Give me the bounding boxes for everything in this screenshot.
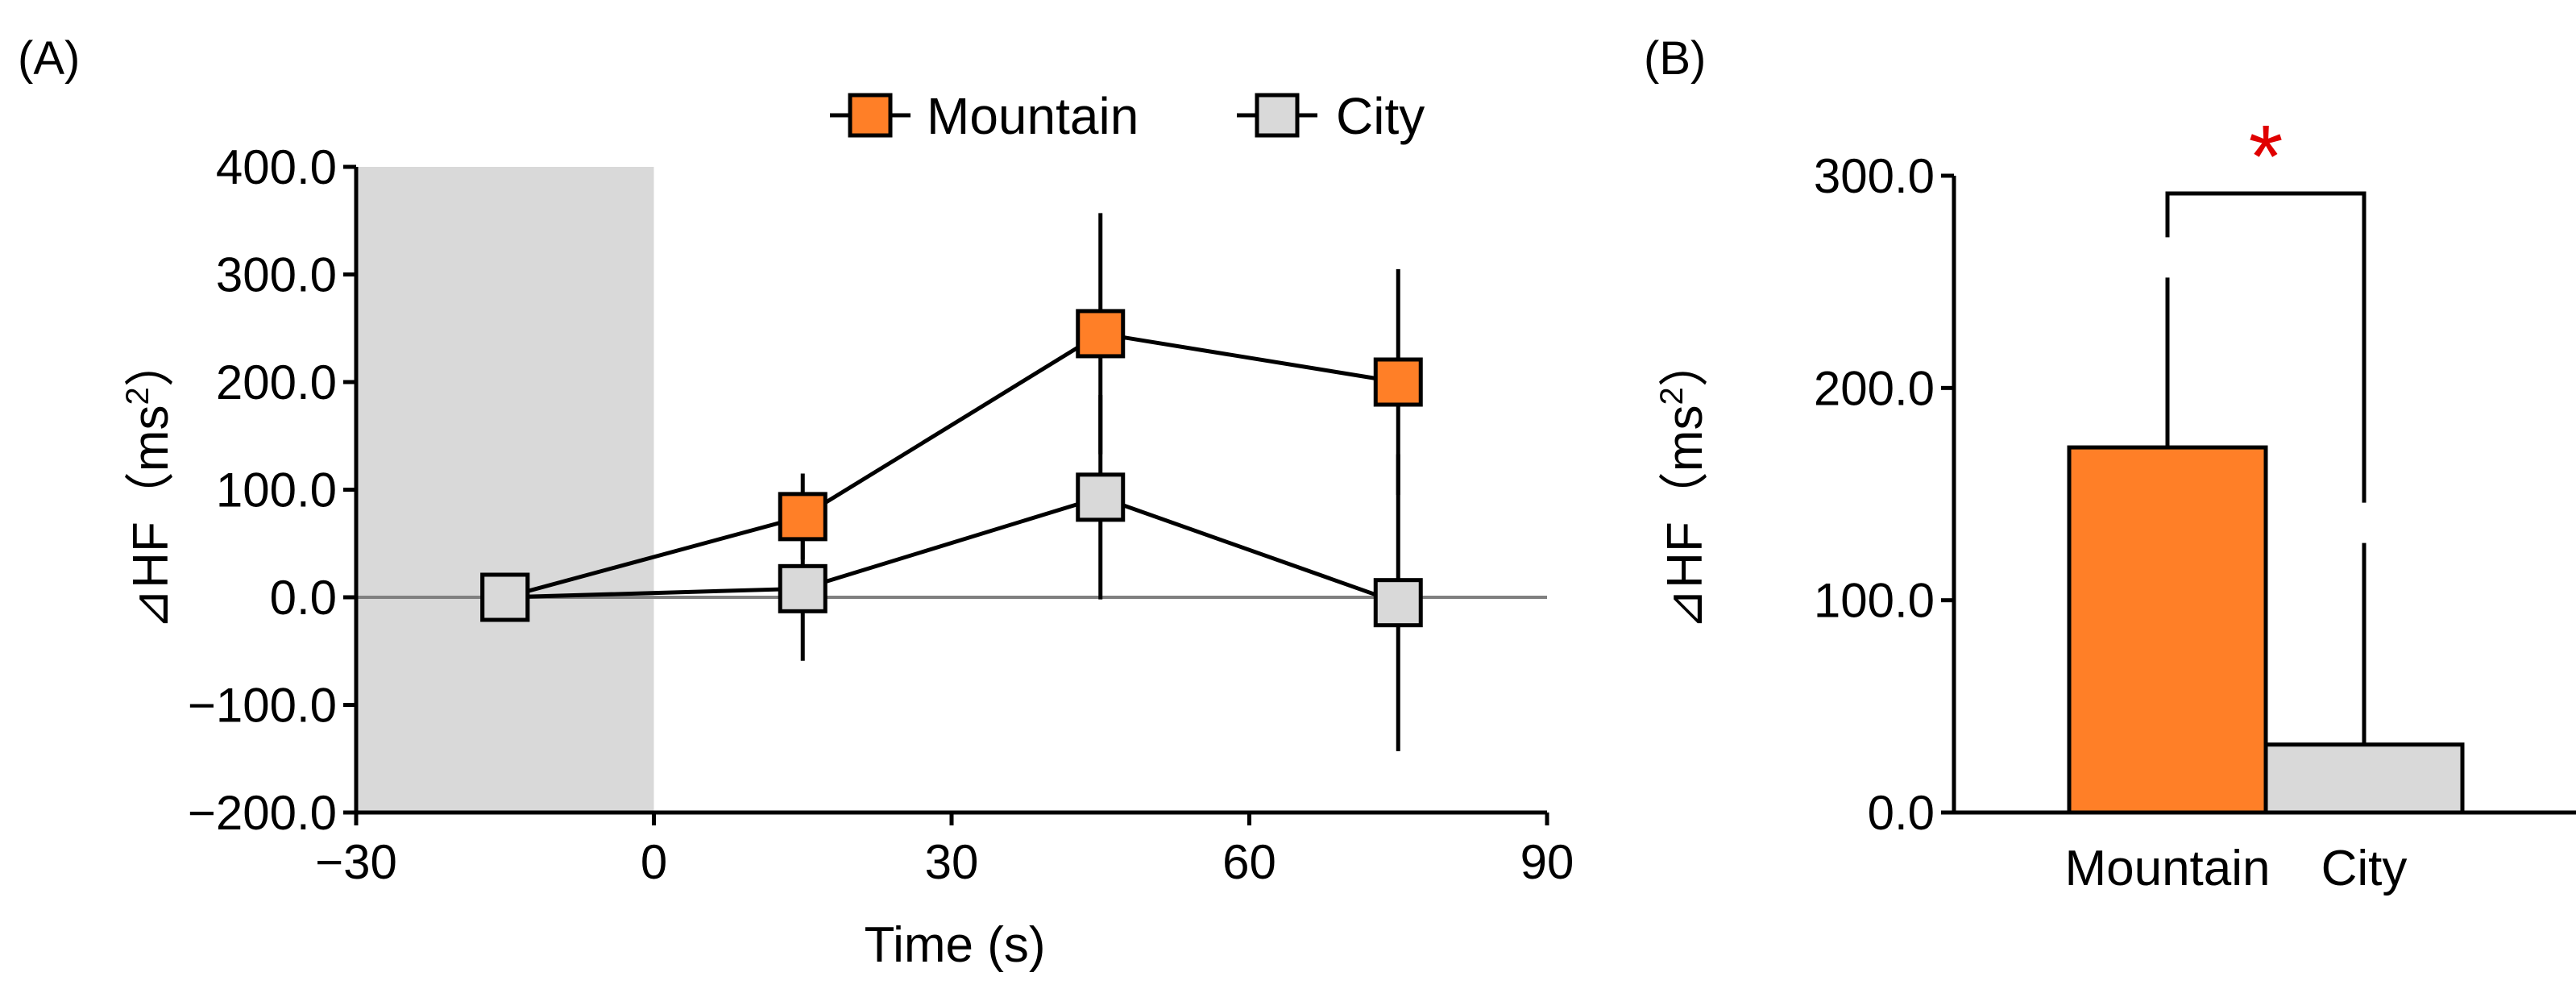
x-axis-title-a: Time (s) [865,917,1046,973]
panel-a-line-chart: (A) Mountain City −200.0−100.00.0100.020… [18,32,1574,973]
y-axis-title-b-sup: 2 [1654,387,1690,405]
y-axis-title-b: ⊿HF（ms2） [1654,337,1713,630]
marker-city [480,572,530,622]
bracket-line [2165,191,2367,503]
x-tick-label-a: 30 [925,835,979,889]
y-axis-title-a: ⊿HF（ms2） [120,337,179,630]
category-label-mountain: Mountain [2064,841,2270,896]
y-axis-title-a-main: ⊿HF [123,522,179,630]
panel-b-label: (B) [1644,32,1706,85]
y-axis-title-a-sup: 2 [120,387,156,405]
bar-mountain [2067,445,2268,815]
y-tick-label-b: 200.0 [1814,361,1935,415]
y-axis-title-b-main: ⊿HF [1657,522,1713,630]
legend-mountain-label: Mountain [927,87,1139,145]
legend: Mountain City [830,87,1425,145]
series-layer [480,213,1423,751]
category-label-city: City [2321,841,2408,896]
x-tick-label-a: 0 [641,835,667,889]
x-tick-label-a: −30 [315,835,397,889]
y-tick-label-b: 100.0 [1814,574,1935,628]
bars-layer [2067,277,2465,815]
y-tick-label-b: 0.0 [1868,786,1935,840]
panel-a-label: (A) [18,32,80,85]
y-axis-b: 0.0 100.0 200.0 300.0 [1814,149,1956,840]
legend-mountain-marker [848,93,893,138]
y-tick-label-a: 200.0 [216,355,337,409]
y-tick-label-a: 100.0 [216,463,337,517]
legend-city-marker [1255,93,1300,138]
y-axis-title-b-close: ） [1657,337,1713,387]
y-axis-title-a-close: ） [123,337,179,387]
series-line-city [504,495,1400,605]
series-line-mountain [504,331,1399,600]
y-tick-label-a: −200.0 [188,786,337,840]
panel-b-bar-chart: (B) 0.0 100.0 200.0 300.0 * Mountain City ⊿… [1644,32,2576,896]
x-tick-label-a: 90 [1520,835,1574,889]
y-axis-title-a-unit: （ms [123,405,179,522]
marker-city [1373,578,1423,628]
significance-bracket: * [2165,107,2367,503]
marker-city [778,563,828,613]
y-tick-label-a: 0.0 [270,571,337,625]
y-tick-label-b: 300.0 [1814,149,1935,203]
x-axis-a: −30 0 30 60 90 [315,810,1574,889]
marker-mountain [1373,357,1423,407]
marker-mountain [778,492,828,542]
marker-city [1076,472,1126,522]
significance-asterisk: * [2249,107,2284,206]
marker-mountain [1076,309,1126,359]
bar-city [2263,742,2465,815]
y-tick-label-a: −100.0 [188,679,337,733]
y-axis-title-b-unit: （ms [1657,405,1713,522]
legend-city-label: City [1336,87,1425,145]
y-tick-label-a: 400.0 [216,140,337,194]
y-axis-a: −200.0 −100.0 0.0 100.0 200.0 300.0 400.0 [188,140,359,840]
x-tick-label-a: 60 [1222,835,1276,889]
shaded-baseline-region [356,167,654,813]
y-tick-label-a: 300.0 [216,248,337,302]
